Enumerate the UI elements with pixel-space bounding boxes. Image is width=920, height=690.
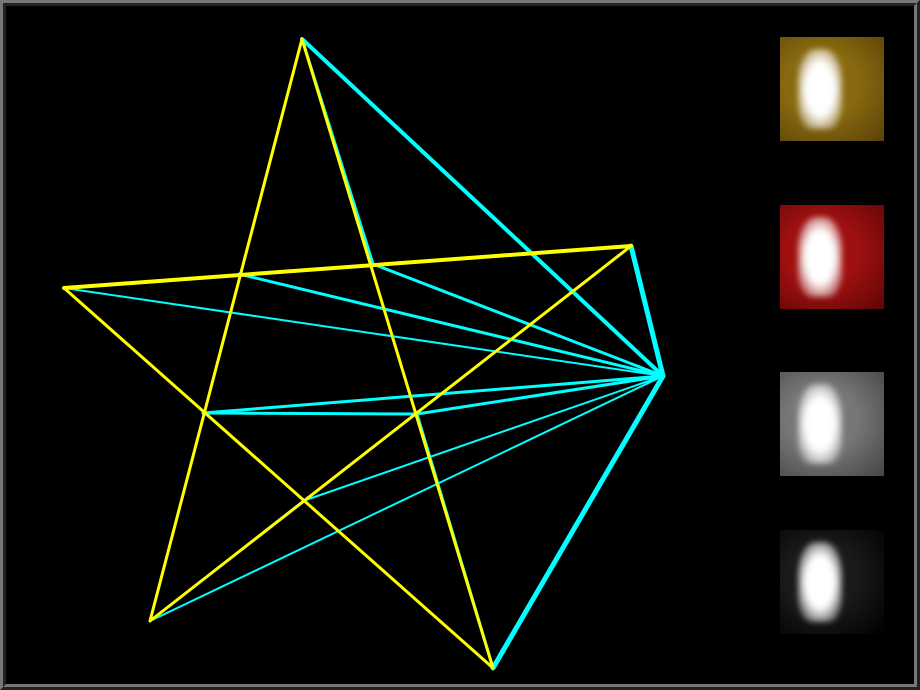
swatch-gray[interactable] [780,372,884,476]
projection-line [149,375,664,622]
projection-line [415,374,665,416]
projection-line [371,262,665,378]
swatch-gold[interactable] [780,37,884,141]
star-edge [148,244,633,623]
swatch-black[interactable] [780,530,884,634]
projection-line [302,375,664,502]
star-drawing [62,37,666,671]
star-edge [148,37,304,623]
swatch-red[interactable] [780,205,884,309]
projection-line [628,243,666,379]
star-edge [62,286,495,670]
projection-line [300,37,665,378]
star-edge [300,37,495,670]
projection-line [201,374,665,415]
star-edge [62,244,633,290]
projection-line [201,411,419,416]
projection-line [63,287,664,377]
projection-line [237,272,665,378]
projection-line [490,373,666,671]
